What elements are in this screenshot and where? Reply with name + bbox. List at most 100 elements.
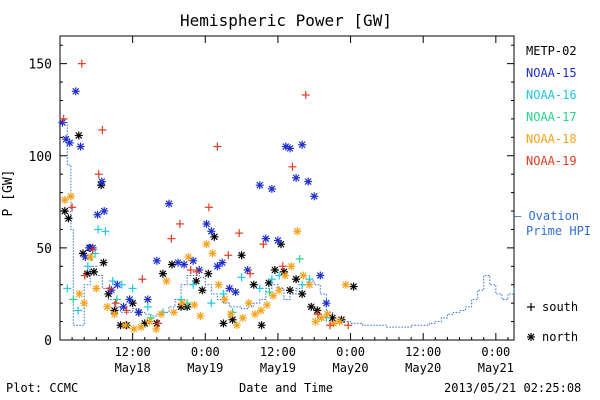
data-point [190,300,199,309]
data-point [80,299,89,308]
data-point [208,249,217,258]
data-point [103,302,112,311]
legend: METP-02 NOAA-15 NOAA-16 NOAA-17 NOAA-18 NOAA-… [514,44,591,344]
data-point [214,280,223,289]
ovation-line [60,122,515,328]
data-point [157,310,166,319]
data-point [175,219,184,228]
data-point [99,258,108,267]
data-point [62,135,71,144]
data-point [263,300,272,309]
data-point [158,269,167,278]
x-tick-date-label: May19 [187,361,223,375]
data-point [98,125,107,134]
data-point [237,251,246,260]
data-point [74,131,83,140]
data-point [86,253,95,262]
data-point [152,324,161,333]
data-point [207,227,216,236]
x-tick-time-label: 0:00 [481,345,510,359]
data-point [64,214,73,223]
legend-marker-label: north [542,330,578,344]
x-axis: 12:00 May18 0:00 May19 12:00 May19 0:00 May20 12… [71,36,514,375]
data-point [219,319,228,328]
legend-entry: NOAA-18 [526,132,577,146]
data-point [76,142,85,151]
data-point [317,313,326,322]
legend-entry: NOAA-16 [526,88,577,102]
data-point [117,280,126,289]
data-point [218,258,227,267]
ovation-series [60,122,515,328]
data-point [287,262,296,271]
data-point [255,284,264,293]
series-noaa-18 [60,192,350,333]
data-point [292,173,301,182]
data-point [58,118,67,127]
data-point [196,312,205,321]
data-point [83,262,92,271]
data-point [237,273,246,282]
data-point [108,277,117,286]
data-point [292,275,301,284]
data-point [65,138,74,147]
data-point [204,269,213,278]
data-point [69,295,78,304]
data-point [134,308,143,317]
data-point [207,299,216,308]
data-point [204,203,213,212]
data-point [299,271,308,280]
data-point [301,90,310,99]
data-point [269,291,278,300]
data-point [278,262,287,271]
legend-entry: NOAA-19 [526,154,577,168]
data-point [298,280,307,289]
y-tick-label: 100 [29,150,52,165]
data-point [225,284,234,293]
data-point [122,306,131,315]
data-point [279,267,288,276]
data-point [110,310,119,319]
data-point [105,284,114,293]
x-tick-date-label: May19 [260,361,296,375]
data-point [295,254,304,263]
data-point [213,142,222,151]
data-point [304,177,313,186]
data-point [255,181,264,190]
x-tick-date-label: May20 [332,361,368,375]
x-tick-date-label: May21 [478,361,514,375]
legend-marker-north [527,333,535,341]
data-point [75,289,84,298]
data-point [281,271,290,280]
data-point [198,286,207,295]
data-point [325,321,334,330]
y-axis-label: P [GW] [1,170,16,217]
data-point [88,245,97,254]
data-point [293,227,302,236]
series-noaa-19 [59,59,353,330]
data-point [335,317,344,326]
y-axis: 0 50 100 150 [29,44,514,349]
data-point [113,280,122,289]
x-tick-date-label: May20 [405,361,441,375]
x-tick-time-label: 12:00 [405,345,441,359]
x-tick-time-label: 12:00 [260,345,296,359]
data-point [238,313,247,322]
data-point [128,284,137,293]
data-point [202,219,211,228]
data-point [235,229,244,238]
data-point [184,253,193,262]
x-axis-title: Date and Time [239,381,333,395]
data-point [323,310,332,319]
plot-frame [59,35,515,341]
data-point [68,203,77,212]
data-point [305,280,314,289]
chart-title: Hemispheric Power [GW] [180,11,392,30]
data-point [100,207,109,216]
data-point [154,319,163,328]
data-point [93,210,102,219]
legend-ovation-line1: — Ovation [514,209,579,223]
data-point [286,286,295,295]
data-point [228,315,237,324]
data-point [270,265,279,274]
